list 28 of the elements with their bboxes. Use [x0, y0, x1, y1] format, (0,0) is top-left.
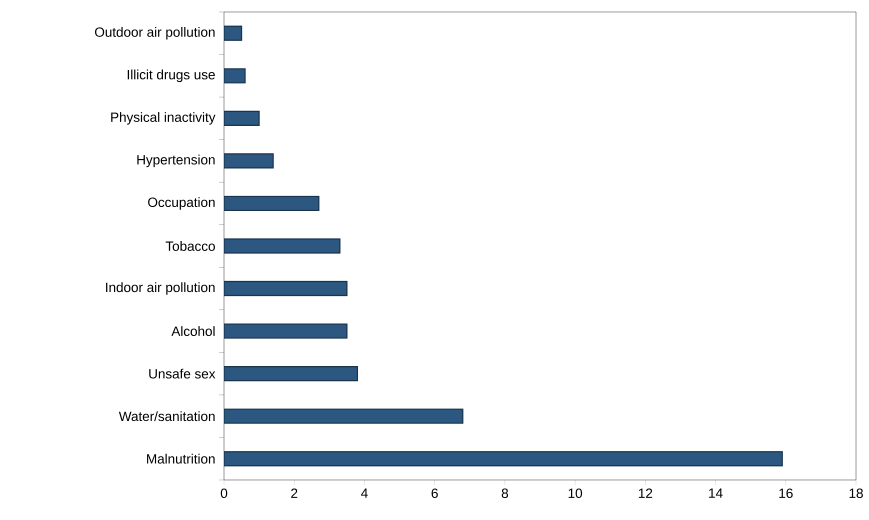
x-tick-label: 2 [291, 488, 298, 498]
bar [224, 366, 358, 382]
x-tick-label: 12 [638, 488, 652, 498]
y-tick-label: Tobacco [166, 241, 215, 251]
x-tick-label: 6 [432, 488, 438, 498]
x-tick-label: 4 [361, 488, 368, 498]
y-tick-label: Hypertension [137, 154, 215, 168]
y-tick-label: Illicit drugs use [128, 70, 215, 82]
bar [224, 110, 260, 126]
x-tick-label: 10 [568, 488, 582, 498]
bar [224, 238, 340, 254]
y-tick-label: Indoor air pollution [106, 282, 215, 295]
y-tick-label: Malnutrition [147, 454, 215, 464]
y-tick-label: Occupation [148, 197, 215, 210]
bar [224, 196, 320, 212]
y-tick-label: Outdoor air pollution [95, 26, 215, 40]
x-tick-label: 16 [779, 488, 793, 498]
bar [224, 280, 348, 296]
x-tick-label: 8 [502, 488, 508, 498]
x-tick-label: 0 [220, 488, 228, 498]
y-tick-label: Unsafe sex [149, 368, 216, 379]
y-tick-label: Water/sanitation [118, 411, 215, 422]
x-tick-label: 18 [850, 488, 863, 498]
x-tick-label: 14 [709, 488, 723, 498]
bar [224, 323, 348, 339]
bar [224, 153, 274, 168]
y-tick-label: Alcohol [171, 326, 215, 336]
y-tick-label: Physical inactivity [111, 112, 216, 125]
